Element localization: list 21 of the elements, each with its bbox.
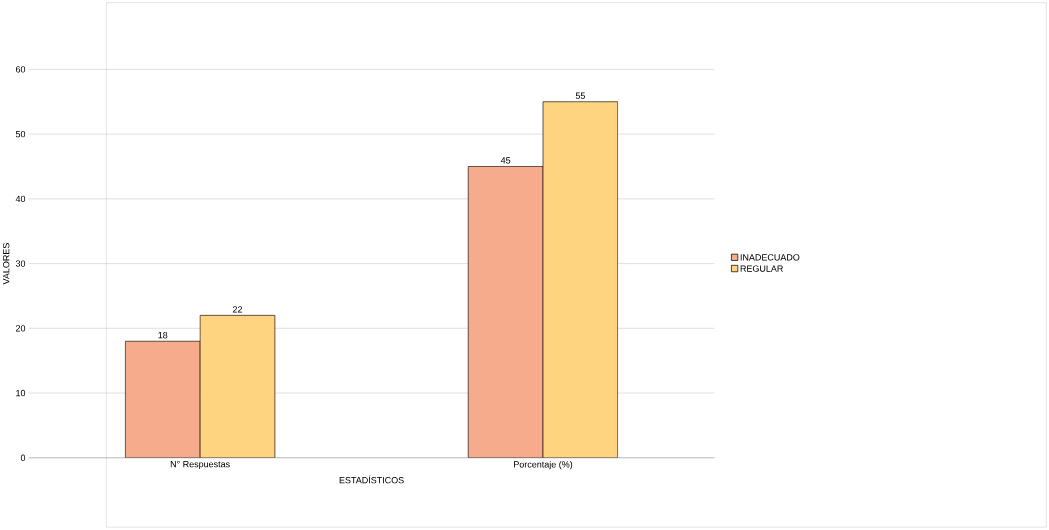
bar bbox=[467, 166, 544, 458]
y-tick-label: 30 bbox=[15, 260, 26, 267]
y-tick-label: 40 bbox=[15, 195, 26, 203]
y-tick-label: 50 bbox=[15, 131, 26, 138]
data-label: 45 bbox=[500, 157, 511, 164]
y-axis-title: VALORES bbox=[2, 243, 10, 285]
bar bbox=[199, 315, 276, 458]
y-tick-label: 0 bbox=[20, 454, 26, 462]
data-label: 18 bbox=[158, 332, 168, 339]
legend-label: INADECUADO bbox=[740, 254, 800, 261]
bar bbox=[125, 340, 201, 458]
x-tick-label: N° Respuestas bbox=[170, 461, 230, 470]
data-label: 55 bbox=[575, 92, 586, 99]
bar bbox=[542, 101, 619, 458]
legend-label: REGULAR bbox=[740, 265, 783, 272]
y-tick-label: 10 bbox=[16, 389, 26, 397]
x-axis-title: ESTADÍSTICOS bbox=[339, 475, 404, 484]
data-label: 22 bbox=[232, 306, 243, 313]
y-tick-label: 20 bbox=[15, 325, 26, 332]
x-tick-label: Porcentaje (%) bbox=[514, 461, 573, 470]
y-tick-label: 60 bbox=[15, 66, 26, 73]
